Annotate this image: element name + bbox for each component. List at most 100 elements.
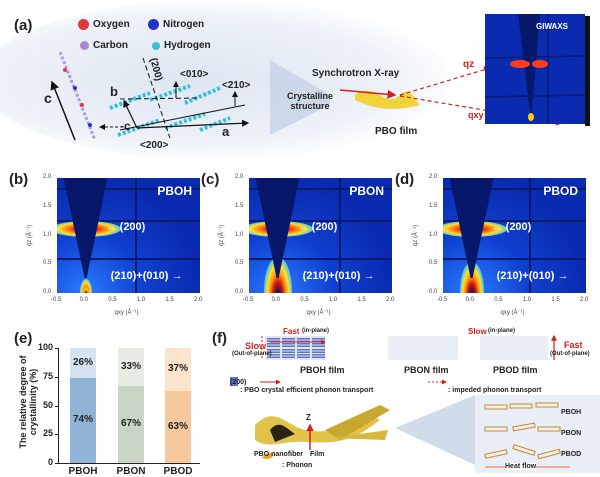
peak-200-annotation: ← (200) [491, 220, 532, 233]
x-tick: 2.0 [580, 297, 589, 303]
y-tick: 0.0 [429, 289, 438, 295]
heat-flow-label: Heat flow [505, 463, 537, 470]
x-tick: -0.5 [437, 297, 448, 303]
panel-label: (c) [201, 171, 220, 188]
pboh-in-plane-speed: Fast [283, 327, 300, 336]
bar-value-label: 33% [120, 360, 141, 372]
pbod-in-plane-note: (in-plane) [488, 328, 515, 334]
crystal-stripe [267, 354, 280, 356]
y-tick: 1.5 [235, 202, 244, 209]
row-pboh: PBOH [561, 409, 582, 416]
row-pbod: PBOD [561, 451, 582, 458]
crystal-stripe [267, 338, 280, 340]
panel-a-label: (a) [14, 17, 33, 34]
x-axis-label: qxy (Å⁻¹) [306, 310, 331, 316]
y-tick: 0.5 [43, 260, 52, 267]
x-tick: 1.0 [136, 297, 146, 303]
peak-200-annotation: ← (200) [105, 220, 146, 233]
y-tick: 100 [37, 342, 53, 352]
y-axis-label: qz (Å⁻¹) [219, 224, 226, 246]
legend-oxygen: Oxygen [78, 19, 130, 30]
giwaxs-pattern-pbon: PBON ← (200) (210)+(010) → [249, 178, 392, 293]
crystal-stripe [312, 338, 325, 340]
peak-label: (200) [119, 220, 146, 233]
y-tick-mark [55, 405, 58, 407]
crystal-stripe [312, 356, 325, 358]
x-tick: 0.5 [494, 297, 503, 303]
bar-value-label: 26% [72, 356, 93, 368]
legend-label: Carbon [93, 40, 128, 51]
y-tick: 1.0 [43, 231, 52, 238]
y-tick: 1.5 [429, 202, 438, 209]
crystalline-structure-label: Crystalline structure [286, 91, 334, 111]
peak-low-q [79, 278, 92, 293]
crystal-stripe [297, 354, 310, 356]
x-axis-label: qxy (Å⁻¹) [500, 310, 525, 316]
dir-010-label: <010> [180, 69, 209, 80]
b-axis-label: b [110, 84, 118, 99]
y-tick: 1.5 [43, 202, 52, 209]
crystal-stripe [312, 340, 325, 342]
crystal-stripe [297, 340, 310, 342]
crystal-stripe [282, 349, 295, 351]
bar-pbod-segment-1 [165, 348, 191, 391]
y-tick-mark [55, 348, 58, 349]
nitrogen-atom-icon [148, 19, 159, 30]
phonon-icon [262, 453, 274, 459]
y-axis-label: qz (Å⁻¹) [413, 224, 420, 246]
pbod-film-label: PBOD film [493, 365, 538, 375]
pbon-film-label: PBON film [404, 365, 449, 375]
crystal-stripe [282, 345, 295, 347]
panel-label: (b) [9, 171, 29, 188]
sample-name: PBON [349, 184, 384, 198]
x-tick: 0.0 [465, 297, 474, 303]
panel-a-background [0, 0, 450, 160]
x-tick: 0.5 [108, 297, 117, 303]
nanofiber-label: PBO nanofiber [254, 451, 304, 458]
pboh-out-plane-note: (Out-of-plane) [232, 351, 272, 357]
nanofiber-film-graphic [255, 405, 390, 459]
bar-value-label: 63% [167, 420, 188, 432]
giwaxs-pattern-pboh: PBOH ← (200) (210)+(010) → [57, 178, 200, 293]
z-axis-label: Z [306, 413, 311, 422]
peak-200-annotation: ← (200) [297, 220, 338, 233]
bar-pbon-segment-0 [118, 385, 144, 463]
y-axis-label: qz (Å⁻¹) [27, 224, 34, 246]
hydrogen-atom-icon [152, 41, 160, 50]
crystal-stripe [267, 356, 280, 358]
sample-name: PBOD [543, 184, 578, 198]
film-label: Film [310, 451, 325, 458]
y-tick: 0.0 [43, 289, 52, 295]
x-tick: 0.5 [300, 297, 309, 303]
pbo-film-label: PBO film [375, 126, 418, 137]
zoom-cone [270, 60, 330, 135]
crystal-stripe [282, 354, 295, 356]
crystal-stripe [282, 356, 295, 358]
ylabel-line: The relative degree of [18, 355, 28, 449]
phonon-legend: : Phonon [282, 462, 313, 469]
crystal-stripe [267, 340, 280, 342]
peak-210-010-annotation: (210)+(010) → [496, 270, 569, 282]
y-tick: 0 [47, 457, 53, 467]
giwaxs-detector [484, 14, 590, 126]
pbo-film-shape [355, 90, 420, 109]
pboh-in-plane-note: (in-plane) [302, 328, 329, 334]
y-tick: 75 [42, 370, 53, 381]
row-pbon: PBON [561, 430, 582, 437]
x-tick: 1.5 [357, 297, 366, 303]
y-tick: 0.5 [429, 260, 438, 267]
bar-pboh-segment-0 [70, 377, 96, 463]
category-label: PBOD [163, 466, 193, 477]
y-tick: 2.0 [235, 174, 244, 180]
phonon-transport-diagram [230, 334, 600, 473]
x-tick: 1.0 [522, 297, 532, 303]
crystal-stripe [282, 338, 295, 340]
carbon-atom-icon [80, 41, 89, 50]
category-label: PBOH [68, 466, 98, 477]
crystal-stripe [297, 349, 310, 351]
crystal-legend: : PBO crystal [240, 387, 284, 394]
legend-hydrogen: Hydrogen [152, 40, 211, 51]
x-axis [58, 463, 200, 464]
y-tick: 0.0 [235, 289, 244, 295]
peak-label: (210)+(010) [302, 270, 361, 282]
